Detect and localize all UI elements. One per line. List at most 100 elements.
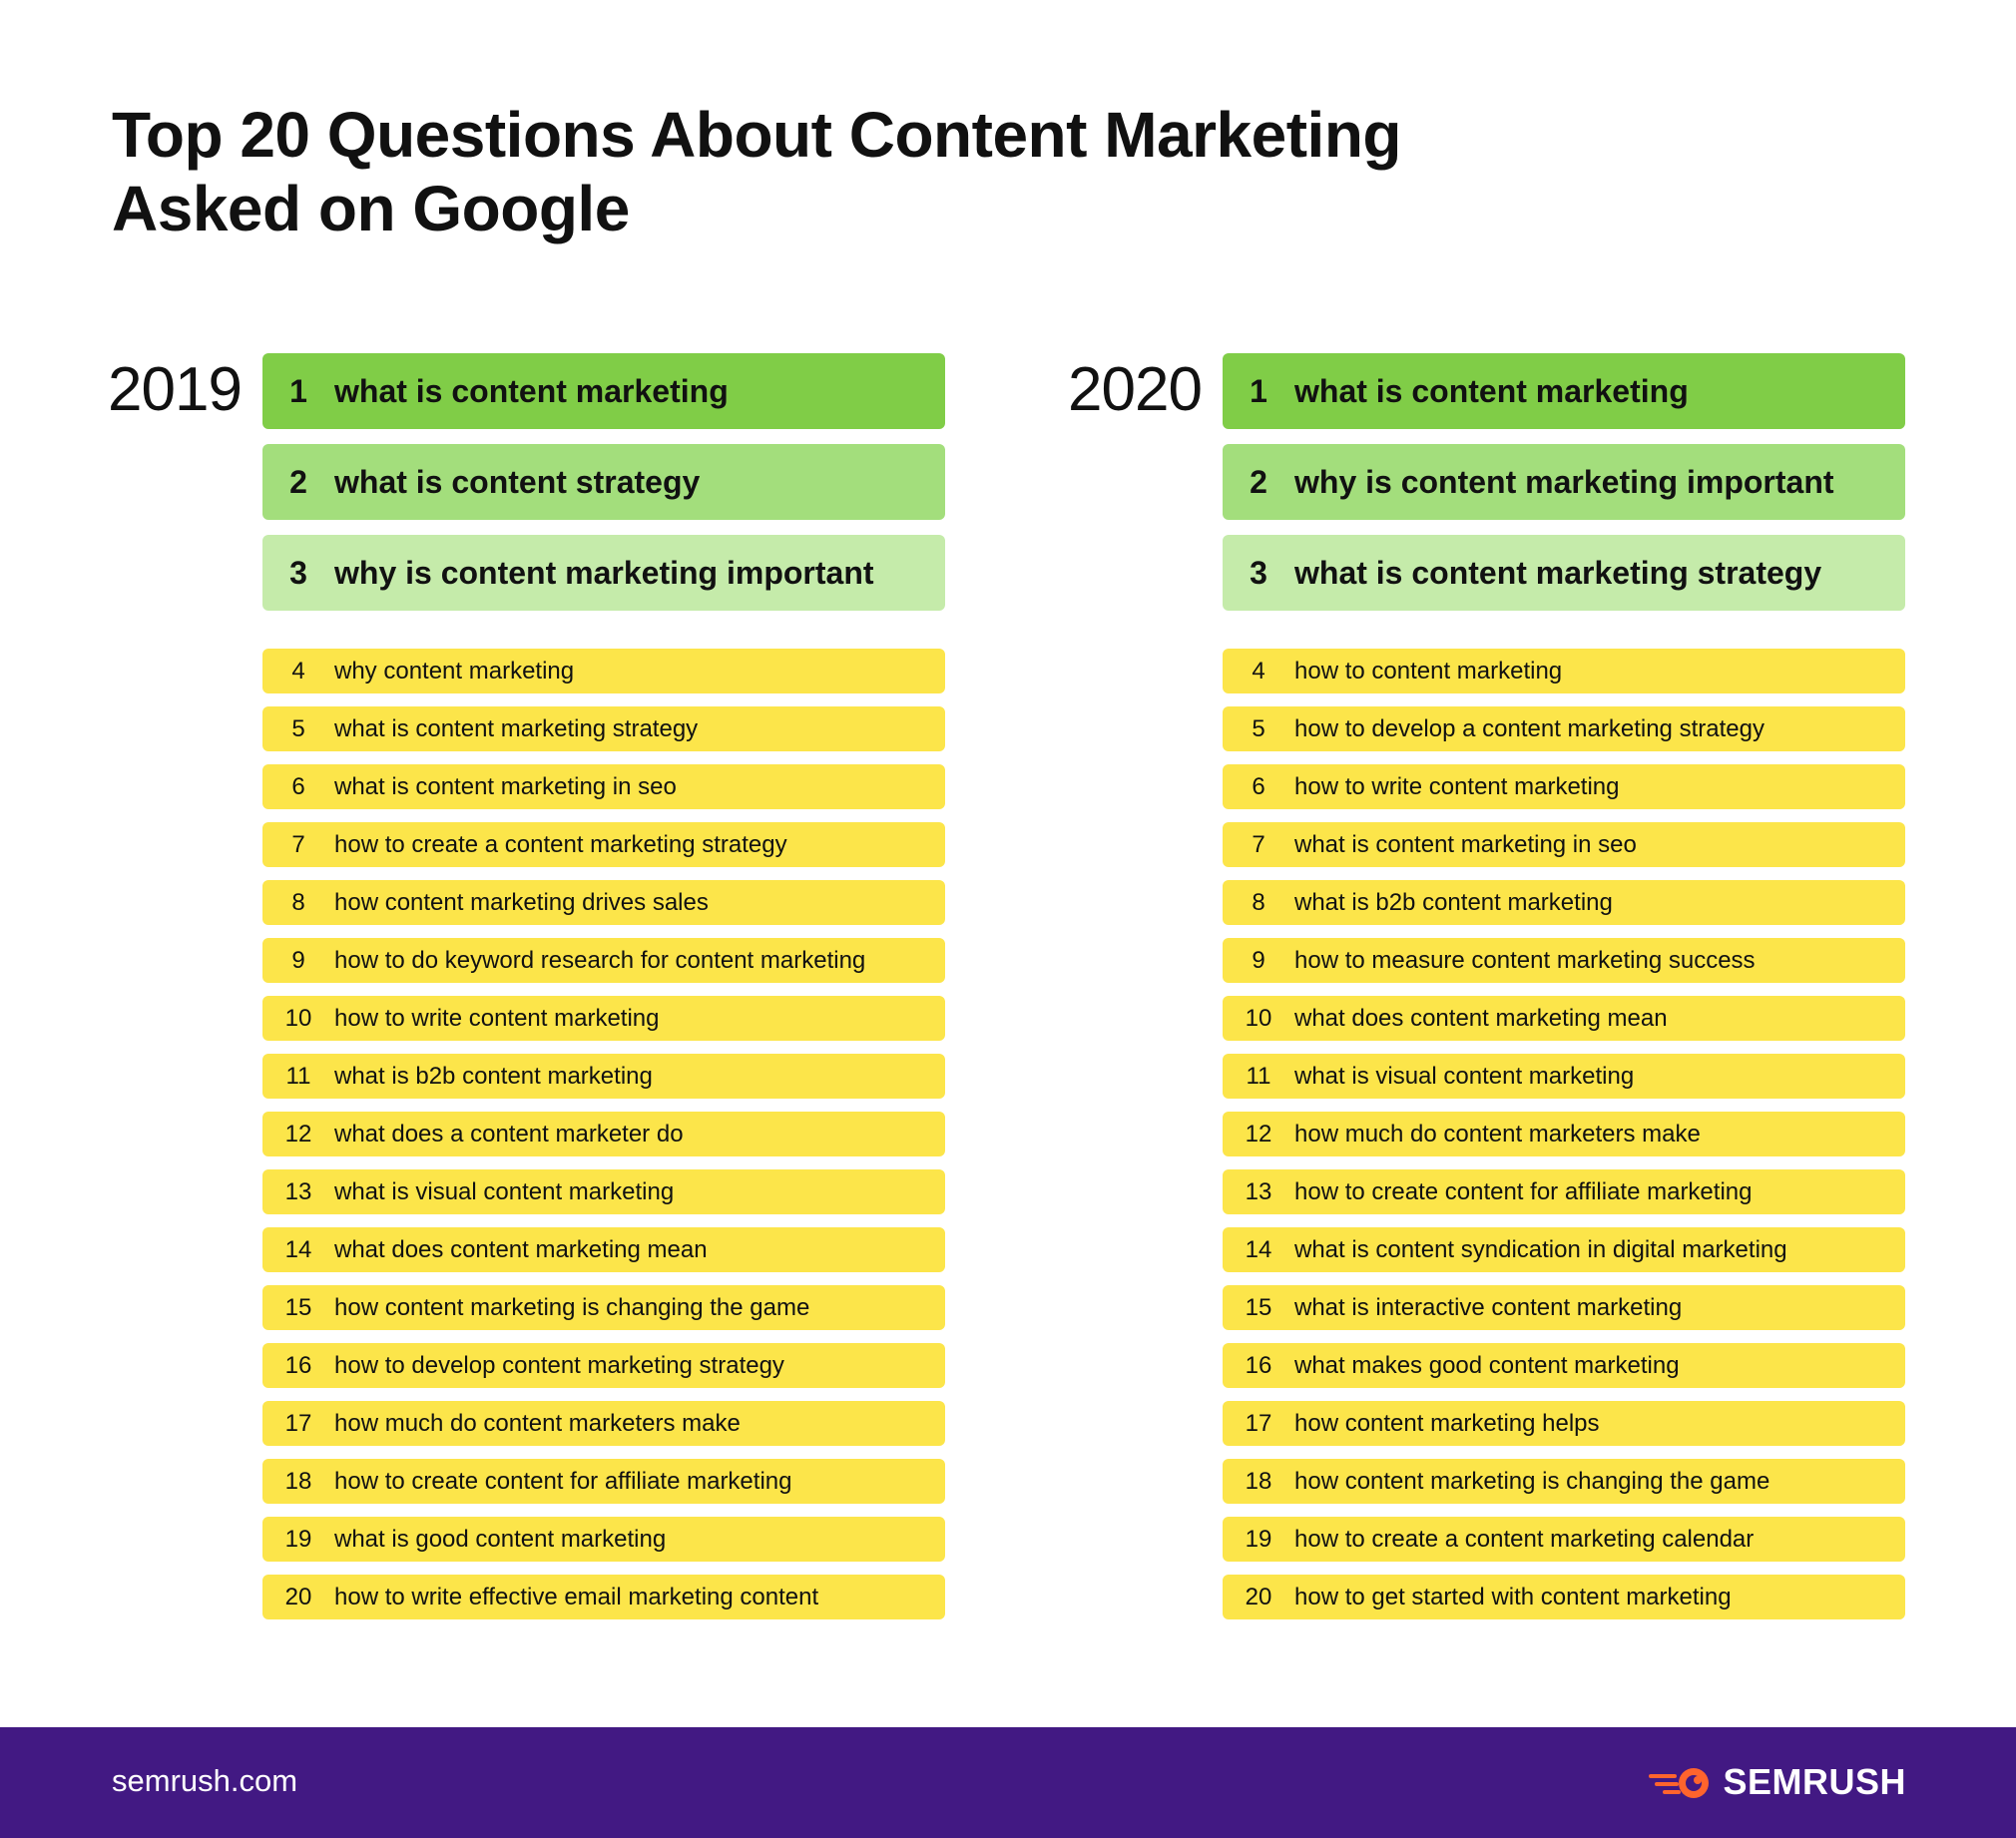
question-text: how to do keyword research for content m…: [334, 946, 866, 974]
rank-number: 1: [1250, 372, 1267, 409]
rank-number: 8: [1252, 888, 1265, 916]
rank-number: 4: [291, 657, 305, 685]
rank-number: 5: [291, 714, 305, 742]
list-item: 18 how to create content for affiliate ma…: [262, 1459, 945, 1504]
rank-number: 13: [284, 1177, 312, 1205]
rank-number: 11: [285, 1062, 311, 1090]
question-text: how to create a content marketing calend…: [1294, 1525, 1755, 1553]
question-text: what is content marketing in seo: [1294, 830, 1637, 858]
rank-number: 8: [291, 888, 305, 916]
question-text: how to write content marketing: [334, 1004, 660, 1032]
rank-number: 20: [284, 1583, 312, 1610]
question-text: what is b2b content marketing: [1294, 888, 1613, 916]
list-item: 19 what is good content marketing: [262, 1517, 945, 1562]
question-text: why is content marketing important: [1294, 463, 1834, 500]
rank-number: 14: [1245, 1235, 1272, 1263]
question-text: how content marketing helps: [1294, 1409, 1600, 1437]
list-item: 11 what is visual content marketing: [1223, 1054, 1905, 1099]
question-text: how content marketing is changing the ga…: [1294, 1467, 1770, 1495]
question-text: how to measure content marketing success: [1294, 946, 1756, 974]
question-text: why is content marketing important: [334, 554, 874, 591]
question-text: why content marketing: [334, 657, 575, 685]
list-item: 5 how to develop a content marketing stra…: [1223, 706, 1905, 751]
brand-logo: SEMRUSH: [1649, 1759, 1906, 1805]
list-item: 14 what is content syndication in digital…: [1223, 1227, 1905, 1272]
list-item: 18 how content marketing is changing the …: [1223, 1459, 1905, 1504]
rank-number: 16: [284, 1351, 312, 1379]
list-item: 13 what is visual content marketing: [262, 1169, 945, 1214]
question-text: how to create content for affiliate mark…: [1294, 1177, 1753, 1205]
rank-number: 10: [284, 1004, 312, 1032]
list-item: 2 why is content marketing important: [1223, 444, 1905, 520]
list-item: 20 how to get started with content market…: [1223, 1575, 1905, 1619]
rank-number: 11: [1246, 1062, 1271, 1090]
question-text: how to get started with content marketin…: [1294, 1583, 1732, 1610]
list-item: 15 what is interactive content marketing: [1223, 1285, 1905, 1330]
list-item: 6 what is content marketing in seo: [262, 764, 945, 809]
question-text: what is content marketing in seo: [334, 772, 677, 800]
question-text: how to create a content marketing strate…: [334, 830, 787, 858]
rank-number: 1: [289, 372, 307, 409]
rank-number: 18: [284, 1467, 312, 1495]
brand-name: SEMRUSH: [1723, 1761, 1906, 1802]
question-text: what is content marketing strategy: [1294, 554, 1822, 591]
question-text: how much do content marketers make: [334, 1409, 741, 1437]
question-text: what is content marketing: [1294, 372, 1689, 409]
question-text: what is visual content marketing: [334, 1177, 675, 1205]
rank-number: 2: [289, 463, 307, 500]
question-text: what is content syndication in digital m…: [1294, 1235, 1787, 1263]
list-item: 9 how to measure content marketing succes…: [1223, 938, 1905, 983]
question-text: how to content marketing: [1294, 657, 1563, 685]
question-text: what is content marketing: [334, 372, 729, 409]
page-title: Top 20 Questions About Content Marketing…: [112, 98, 1402, 245]
year-label: 2019: [108, 355, 243, 424]
rank-number: 7: [1252, 830, 1265, 858]
rank-number: 9: [291, 946, 305, 974]
list-item: 2 what is content strategy: [262, 444, 945, 520]
question-text: what makes good content marketing: [1294, 1351, 1680, 1379]
list-item: 1 what is content marketing: [1223, 353, 1905, 429]
list-item: 10 what does content marketing mean: [1223, 996, 1905, 1041]
list-item: 13 how to create content for affiliate ma…: [1223, 1169, 1905, 1214]
question-text: what is content marketing strategy: [334, 714, 699, 742]
question-text: what is visual content marketing: [1294, 1062, 1635, 1090]
list-item: 14 what does content marketing mean: [262, 1227, 945, 1272]
rank-number: 16: [1245, 1351, 1272, 1379]
list-item: 4 how to content marketing: [1223, 649, 1905, 693]
rank-number: 5: [1252, 714, 1265, 742]
year-label: 2020: [1068, 355, 1203, 424]
rank-number: 4: [1252, 657, 1265, 685]
rank-number: 19: [1245, 1525, 1272, 1553]
rank-number: 14: [284, 1235, 312, 1263]
list-item: 17 how much do content marketers make: [262, 1401, 945, 1446]
list-item: 16 how to develop content marketing strat…: [262, 1343, 945, 1388]
list-item: 19 how to create a content marketing cale…: [1223, 1517, 1905, 1562]
question-text: what does content marketing mean: [334, 1235, 708, 1263]
question-text: how content marketing drives sales: [334, 888, 709, 916]
rank-number: 19: [284, 1525, 312, 1553]
rank-number: 17: [284, 1409, 312, 1437]
list-item: 5 what is content marketing strategy: [262, 706, 945, 751]
rank-number: 9: [1252, 946, 1265, 974]
rank-number: 13: [1245, 1177, 1272, 1205]
semrush-fire-icon: [1649, 1768, 1710, 1798]
footer-url: semrush.com: [112, 1763, 298, 1798]
title-line-1: Top 20 Questions About Content Marketing: [112, 99, 1402, 171]
list-item: 8 how content marketing drives sales: [262, 880, 945, 925]
footer-bar: semrush.com SEMRUSH: [0, 1727, 2016, 1838]
question-text: how to develop content marketing strateg…: [334, 1351, 784, 1379]
list-item: 9 how to do keyword research for content …: [262, 938, 945, 983]
list-item: 8 what is b2b content marketing: [1223, 880, 1905, 925]
rank-number: 7: [291, 830, 305, 858]
rank-number: 17: [1245, 1409, 1272, 1437]
list-item: 7 how to create a content marketing strat…: [262, 822, 945, 867]
rank-number: 15: [284, 1293, 312, 1321]
question-text: how much do content marketers make: [1294, 1120, 1701, 1148]
list-item: 7 what is content marketing in seo: [1223, 822, 1905, 867]
list-item: 12 what does a content marketer do: [262, 1112, 945, 1156]
list-item: 3 what is content marketing strategy: [1223, 535, 1905, 611]
column-2019: 2019 1 what is content marketing 2 what is …: [108, 353, 1062, 1620]
rank-number: 3: [1250, 554, 1267, 591]
list-item: 1 what is content marketing: [262, 353, 945, 429]
list-item: 10 how to write content marketing: [262, 996, 945, 1041]
